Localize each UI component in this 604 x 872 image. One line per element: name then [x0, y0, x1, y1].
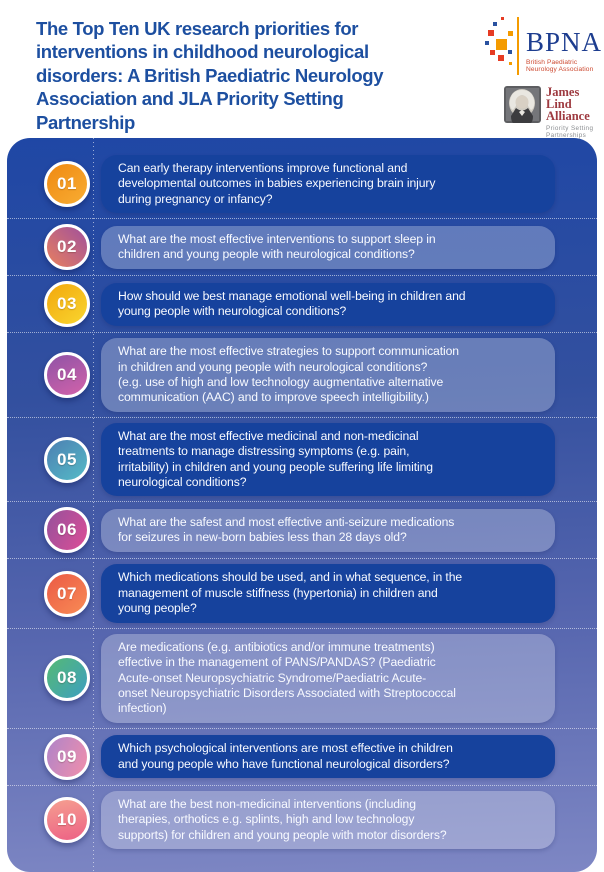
bpna-logo: BPNA British Paediatric Neurology Associ…	[484, 17, 602, 75]
question-card-05: What are the most effective medicinal an…	[101, 422, 555, 497]
rank-badge-07: 07	[44, 570, 90, 617]
priority-row-10: 10 What are the best non-medicinal inter…	[7, 786, 597, 854]
rank-badge-09: 09	[44, 733, 90, 780]
logo-column: BPNA British Paediatric Neurology Associ…	[462, 17, 602, 139]
jla-logo: James Lind Alliance Priority Setting Par…	[504, 86, 602, 139]
james-lind-portrait-icon	[504, 86, 541, 123]
question-card-01: Can early therapy interventions improve …	[101, 155, 555, 214]
header: The Top Ten UK research priorities for i…	[0, 0, 604, 139]
priority-row-08: 08 Are medications (e.g. antibiotics and…	[7, 629, 597, 729]
priority-row-04: 04 What are the most effective strategie…	[7, 333, 597, 418]
question-card-10: What are the best non-medicinal interven…	[101, 790, 555, 849]
rank-badge-03: 03	[44, 281, 90, 328]
jla-text: James Lind Alliance Priority Setting Par…	[546, 86, 602, 139]
priority-row-03: 03 How should we best manage emotional w…	[7, 276, 597, 334]
question-card-08: Are medications (e.g. antibiotics and/or…	[101, 633, 555, 723]
bpna-text: BPNA British Paediatric Neurology Associ…	[526, 17, 603, 74]
bpna-dots-icon	[484, 17, 522, 75]
question-card-06: What are the safest and most effective a…	[101, 509, 555, 552]
question-card-02: What are the most effective intervention…	[101, 225, 555, 269]
priority-row-05: 05 What are the most effective medicinal…	[7, 418, 597, 503]
rank-badge-08: 08	[44, 655, 90, 702]
priority-row-01: 01 Can early therapy interventions impro…	[7, 150, 597, 220]
question-card-09: Which psychological interventions are mo…	[101, 735, 555, 779]
bpna-full-name: British Paediatric Neurology Association	[526, 59, 594, 73]
priorities-panel: 01 Can early therapy interventions impro…	[7, 138, 597, 872]
jla-tagline: Priority Setting Partnerships	[546, 125, 594, 139]
page-title: The Top Ten UK research priorities for i…	[36, 18, 384, 133]
priority-row-07: 07 Which medications should be used, and…	[7, 559, 597, 629]
rank-badge-02: 02	[44, 224, 90, 271]
rank-badge-05: 05	[44, 436, 90, 483]
priority-row-06: 06 What are the safest and most effectiv…	[7, 502, 597, 560]
priority-row-09: 09 Which psychological interventions are…	[7, 729, 597, 786]
priority-row-02: 02 What are the most effective intervent…	[7, 219, 597, 277]
rank-badge-10: 10	[44, 796, 90, 843]
rank-badge-04: 04	[44, 352, 90, 399]
question-card-03: How should we best manage emotional well…	[101, 282, 555, 326]
question-card-07: Which medications should be used, and in…	[101, 564, 555, 623]
vertical-dotted-divider	[93, 138, 94, 872]
bpna-acronym: BPNA	[526, 27, 603, 57]
rank-badge-01: 01	[44, 161, 90, 208]
jla-name: James Lind Alliance	[546, 85, 590, 123]
question-card-04: What are the most effective strategies t…	[101, 338, 555, 412]
rank-badge-06: 06	[44, 507, 90, 554]
